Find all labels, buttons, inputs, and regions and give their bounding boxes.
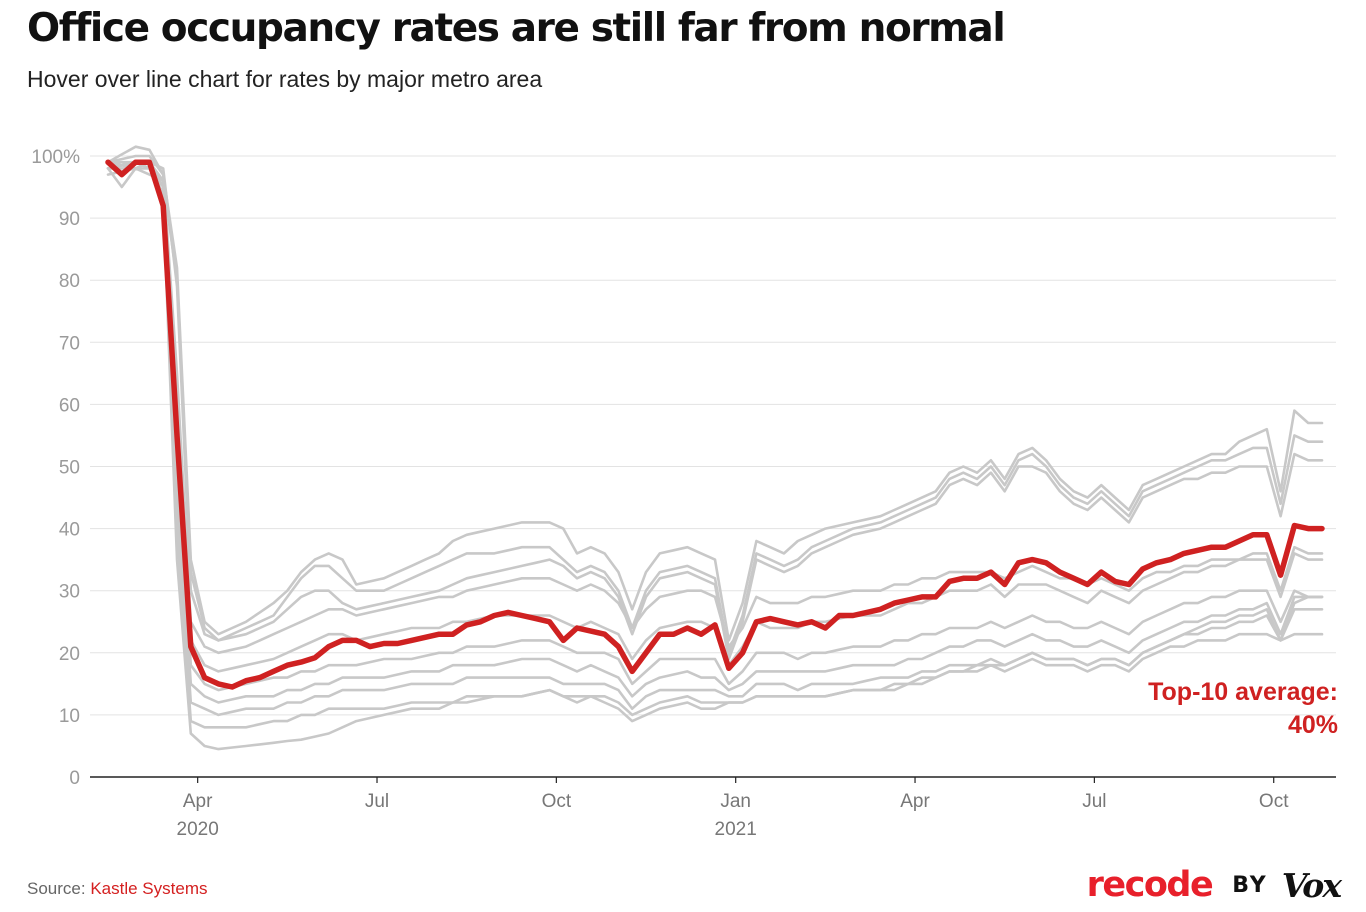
x-tick-label: Jan	[720, 791, 751, 812]
y-tick-label: 30	[59, 582, 80, 603]
y-tick-label: 50	[59, 458, 80, 479]
x-tick-label: Oct	[1259, 791, 1289, 812]
top10-average-line[interactable]	[105, 159, 1325, 690]
average-line-layer[interactable]	[105, 159, 1325, 690]
recode-logo[interactable]: recode	[1086, 865, 1214, 905]
y-tick-label: 100%	[31, 147, 80, 168]
x-tick-label: Apr	[900, 791, 930, 812]
metro-line[interactable]: Metro 1	[106, 145, 1324, 642]
source-label: Source:	[27, 879, 86, 898]
y-tick-label: 0	[69, 768, 80, 789]
x-tick-sublabel: 2020	[177, 819, 219, 840]
y-tick-label: 70	[59, 333, 80, 354]
y-tick-label: 90	[59, 209, 80, 230]
metro-line[interactable]: Metro 3	[106, 160, 1324, 661]
metro-line[interactable]: Metro 7	[106, 160, 1324, 704]
annotation: Top-10 average: 40%	[1148, 678, 1338, 739]
x-tick-sublabel: 2021	[715, 819, 757, 840]
x-tick-label: Jul	[1082, 791, 1106, 812]
x-tick-label: Jul	[365, 791, 389, 812]
metro-line[interactable]: Metro 9	[106, 160, 1324, 729]
metro-line[interactable]: Metro 10	[106, 167, 1324, 751]
annotation-value: 40%	[1288, 711, 1338, 739]
axes: 0 10 20 30 40 50 60 70 80 90 100% Apr 2020 Jul Oct Jan 2…	[31, 147, 1336, 840]
chart-subtitle: Hover over line chart for rates by major…	[27, 66, 543, 92]
annotation-label: Top-10 average:	[1148, 678, 1338, 706]
y-tick-label: 80	[59, 271, 80, 292]
brand-logos: recode BY Vox	[1086, 864, 1342, 906]
y-tick-label: 20	[59, 644, 80, 665]
source-link[interactable]: Kastle Systems	[90, 879, 208, 898]
y-tick-label: 40	[59, 520, 80, 541]
metro-lines[interactable]: Metro 1Metro 2Metro 3Metro 4Metro 5Metro…	[106, 145, 1324, 751]
brand-by: BY	[1232, 872, 1268, 898]
y-tick-label: 60	[59, 395, 80, 416]
x-tick-label: Apr	[183, 791, 213, 812]
metro-line[interactable]: Metro 2	[106, 167, 1324, 655]
metro-line[interactable]: Metro 6	[106, 160, 1324, 692]
chart-title: Office occupancy rates are still far fro…	[27, 6, 1006, 51]
metro-line[interactable]: Metro 4	[106, 154, 1324, 655]
occupancy-line-chart[interactable]: Metro 1Metro 2Metro 3Metro 4Metro 5Metro…	[0, 0, 1366, 860]
x-tick-label: Oct	[542, 791, 572, 812]
vox-logo[interactable]: Vox	[1281, 865, 1342, 905]
grid-layer	[90, 155, 1336, 716]
source-credit: Source: Kastle Systems	[27, 879, 207, 899]
y-tick-label: 10	[59, 706, 80, 727]
